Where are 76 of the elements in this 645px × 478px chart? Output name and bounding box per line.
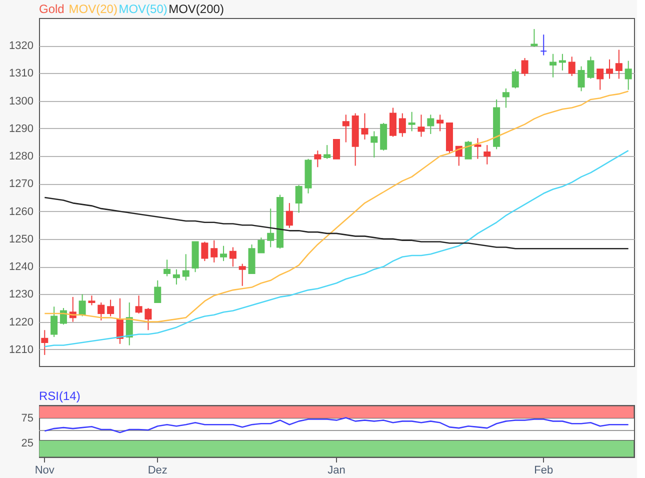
candlestick [418, 114, 425, 138]
candlestick [107, 299, 114, 317]
candlestick [201, 241, 208, 262]
candlestick [436, 114, 444, 132]
candlestick [342, 114, 350, 143]
text: RSI(14) [39, 389, 80, 403]
y-tick-label: 1290 [9, 122, 34, 135]
x-tick-label: Feb [534, 464, 554, 476]
y-tick-label: 1260 [9, 206, 34, 218]
y-tick-label: 1280 [9, 150, 34, 163]
candlestick [398, 112, 406, 138]
candlestick [144, 308, 152, 331]
y-tick-label: 1310 [9, 68, 34, 80]
text: Gold [39, 2, 64, 16]
y-tick-label: 1320 [9, 40, 34, 52]
candlestick [484, 144, 491, 165]
candlestick [578, 66, 585, 92]
candlestick [568, 56, 576, 76]
text: MOV(200) [168, 2, 224, 16]
text: MOV(50) [118, 2, 168, 16]
candlestick [78, 294, 86, 317]
candlestick [474, 138, 482, 160]
candlestick [624, 60, 632, 90]
line-series [44, 150, 629, 348]
y-tick-label: 1240 [9, 261, 34, 274]
candlestick [408, 111, 416, 132]
candlestick [238, 263, 246, 286]
x-tick-label: Jan [328, 464, 346, 476]
text: MOV(20) [68, 2, 118, 16]
y-tick-label: 25 [21, 437, 34, 450]
candlestick [370, 130, 378, 158]
candlestick [164, 259, 171, 277]
candlestick [267, 208, 274, 248]
y-tick-label: 1250 [9, 233, 34, 246]
candlestick [50, 306, 58, 338]
candlestick [587, 56, 594, 80]
y-tick-label: 75 [21, 412, 34, 425]
candlestick [116, 298, 124, 344]
y-tick-label: 1270 [9, 178, 34, 190]
candlestick [615, 49, 622, 80]
candlestick [154, 280, 162, 303]
candlestick [182, 254, 190, 281]
candlestick [88, 295, 96, 306]
x-tick-label: Nov [34, 464, 55, 476]
candlestick [258, 237, 265, 254]
candlestick [512, 68, 519, 89]
candlestick [286, 202, 293, 228]
candlestick [324, 144, 331, 160]
y-tick-label: 1300 [9, 95, 34, 108]
y-tick-label: 1220 [9, 316, 34, 328]
candlestick [314, 150, 322, 168]
candlestick [41, 330, 48, 356]
y-tick-label: 1210 [9, 344, 34, 356]
candlestick [210, 240, 218, 263]
candlestick [229, 246, 236, 268]
candlestick [540, 34, 548, 56]
candlestick [427, 114, 434, 134]
candlestick [502, 88, 510, 108]
y-tick-label: 1230 [9, 288, 34, 301]
line-series [44, 417, 629, 434]
line-series [44, 196, 629, 250]
candlestick [295, 184, 302, 214]
candlestick [172, 268, 180, 286]
candlestick [389, 107, 396, 138]
candlestick [135, 295, 142, 314]
candlestick [521, 58, 528, 76]
candlestick [550, 53, 557, 78]
candlestick [333, 139, 340, 160]
candlestick [606, 58, 614, 80]
candlestick [596, 68, 604, 90]
candlestick [361, 112, 368, 140]
x-tick-label: Dez [148, 464, 168, 476]
candlestick [220, 245, 228, 262]
candlestick [464, 140, 472, 160]
candlestick [530, 28, 538, 48]
candlestick [98, 302, 105, 321]
